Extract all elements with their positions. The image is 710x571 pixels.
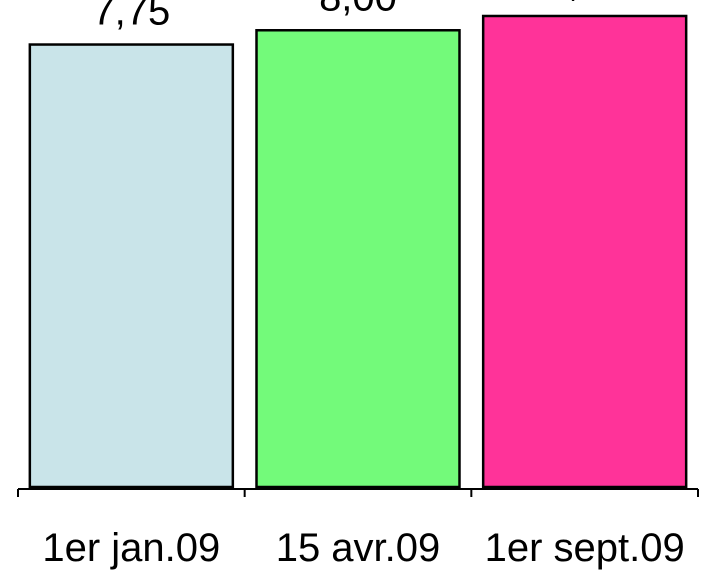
x-axis-ticks bbox=[17, 489, 699, 497]
category-labels: 1er jan.09 15 avr.09 1er sept.09 bbox=[42, 526, 684, 570]
category-label-3: 1er sept.09 bbox=[485, 526, 685, 570]
category-label-2: 15 avr.09 bbox=[276, 526, 441, 570]
bar-1 bbox=[28, 43, 235, 489]
value-labels: 7,75 8,00 8,25 bbox=[92, 0, 623, 34]
value-label-3: 8,25 bbox=[546, 0, 624, 5]
bar-3 bbox=[481, 14, 688, 489]
bar-2 bbox=[255, 29, 461, 489]
bars-group bbox=[28, 14, 688, 489]
value-label-1: 7,75 bbox=[92, 0, 170, 34]
value-label-2: 8,00 bbox=[319, 0, 397, 19]
category-label-1: 1er jan.09 bbox=[42, 526, 220, 570]
